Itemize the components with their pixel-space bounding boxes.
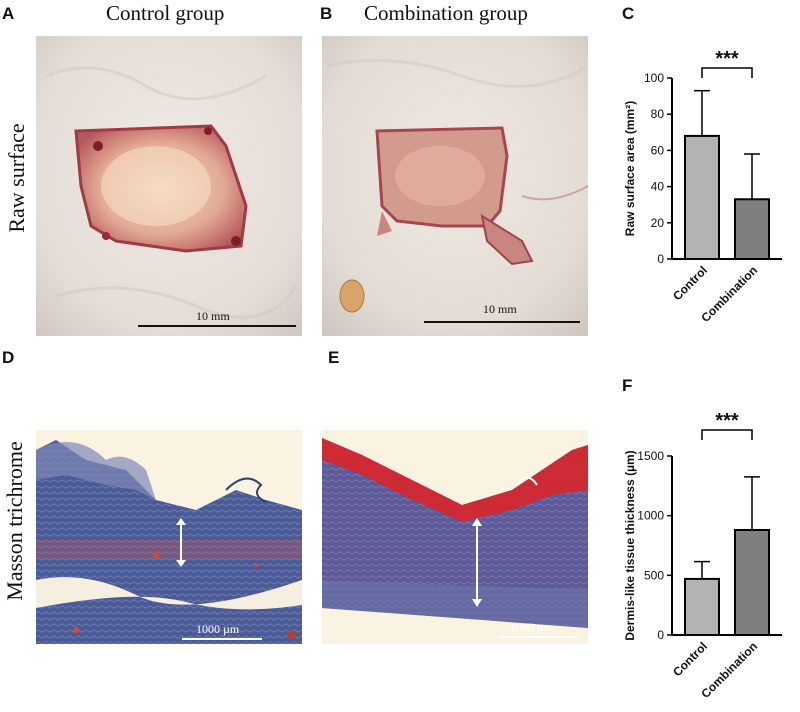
chart-c-bar-control (684, 134, 720, 260)
chart-f-y-tick-label: 500 (644, 568, 664, 582)
scale-bar-d-label: 1000 µm (196, 622, 240, 636)
chart-c-y-tick-label: 60 (651, 143, 665, 157)
combination-group-title: Combination group (364, 1, 528, 25)
chart-f-y-tick-label: 1500 (637, 449, 664, 463)
chart-c-y-tick-label: 80 (651, 107, 665, 121)
chart-f-significance-label: *** (715, 410, 739, 432)
scale-bar-a-label: 10 mm (196, 309, 230, 323)
chart-c-y-label: Raw surface area (mm²) (623, 101, 637, 236)
combination-histology-image (322, 430, 588, 644)
panel-label-d: D (2, 348, 15, 367)
panel-label-b: B (320, 4, 333, 23)
raw-surface-area-chart: 0 20 40 60 80 100 Raw surface area (mm²) Contro… (623, 48, 782, 325)
chart-f-x-label: Control (670, 639, 710, 679)
control-group-title: Control group (106, 1, 225, 25)
chart-f-significance-bracket (701, 429, 753, 440)
raw-surface-row-label: Raw surface (4, 123, 29, 233)
chart-f-y-tick-label: 1000 (637, 509, 664, 523)
chart-f-y-tick-label: 0 (657, 628, 664, 642)
control-wound-photo (36, 36, 302, 336)
chart-c-y-tick-label: 0 (657, 252, 664, 266)
scale-bar-e-label: 1000 µm (510, 620, 554, 634)
panel-label-f: F (622, 376, 633, 395)
chart-f-bar-combination (734, 528, 770, 636)
chart-c-plot: 0 20 40 60 80 100 Raw surface area (mm²) Contro… (623, 48, 782, 325)
masson-trichrome-row-label: Masson trichrome (2, 441, 27, 601)
panel-label-a: A (2, 4, 15, 23)
scale-bar-b-label: 10 mm (483, 302, 517, 316)
scale-bar-d (182, 638, 262, 640)
scale-bar-a (138, 325, 296, 327)
chart-f-bar-control (684, 577, 720, 636)
chart-c-significance-label: *** (715, 48, 739, 70)
panel-label-e: E (328, 348, 340, 367)
scale-bar-e (498, 636, 578, 638)
control-histology-image (36, 430, 302, 644)
combination-wound-photo (322, 36, 588, 336)
chart-c-y-tick-label: 20 (651, 216, 665, 230)
chart-c-significance-bracket (701, 67, 753, 78)
chart-c-y-tick-label: 40 (651, 180, 665, 194)
chart-f-y-label: Dermis-like tissue thickness (µm) (623, 450, 637, 640)
chart-c-bar-combination (734, 198, 770, 261)
panel-label-c: C (622, 4, 635, 23)
chart-c-y-tick-label: 100 (644, 71, 664, 85)
scale-bar-b (424, 321, 580, 323)
chart-c-x-label: Control (670, 263, 710, 303)
